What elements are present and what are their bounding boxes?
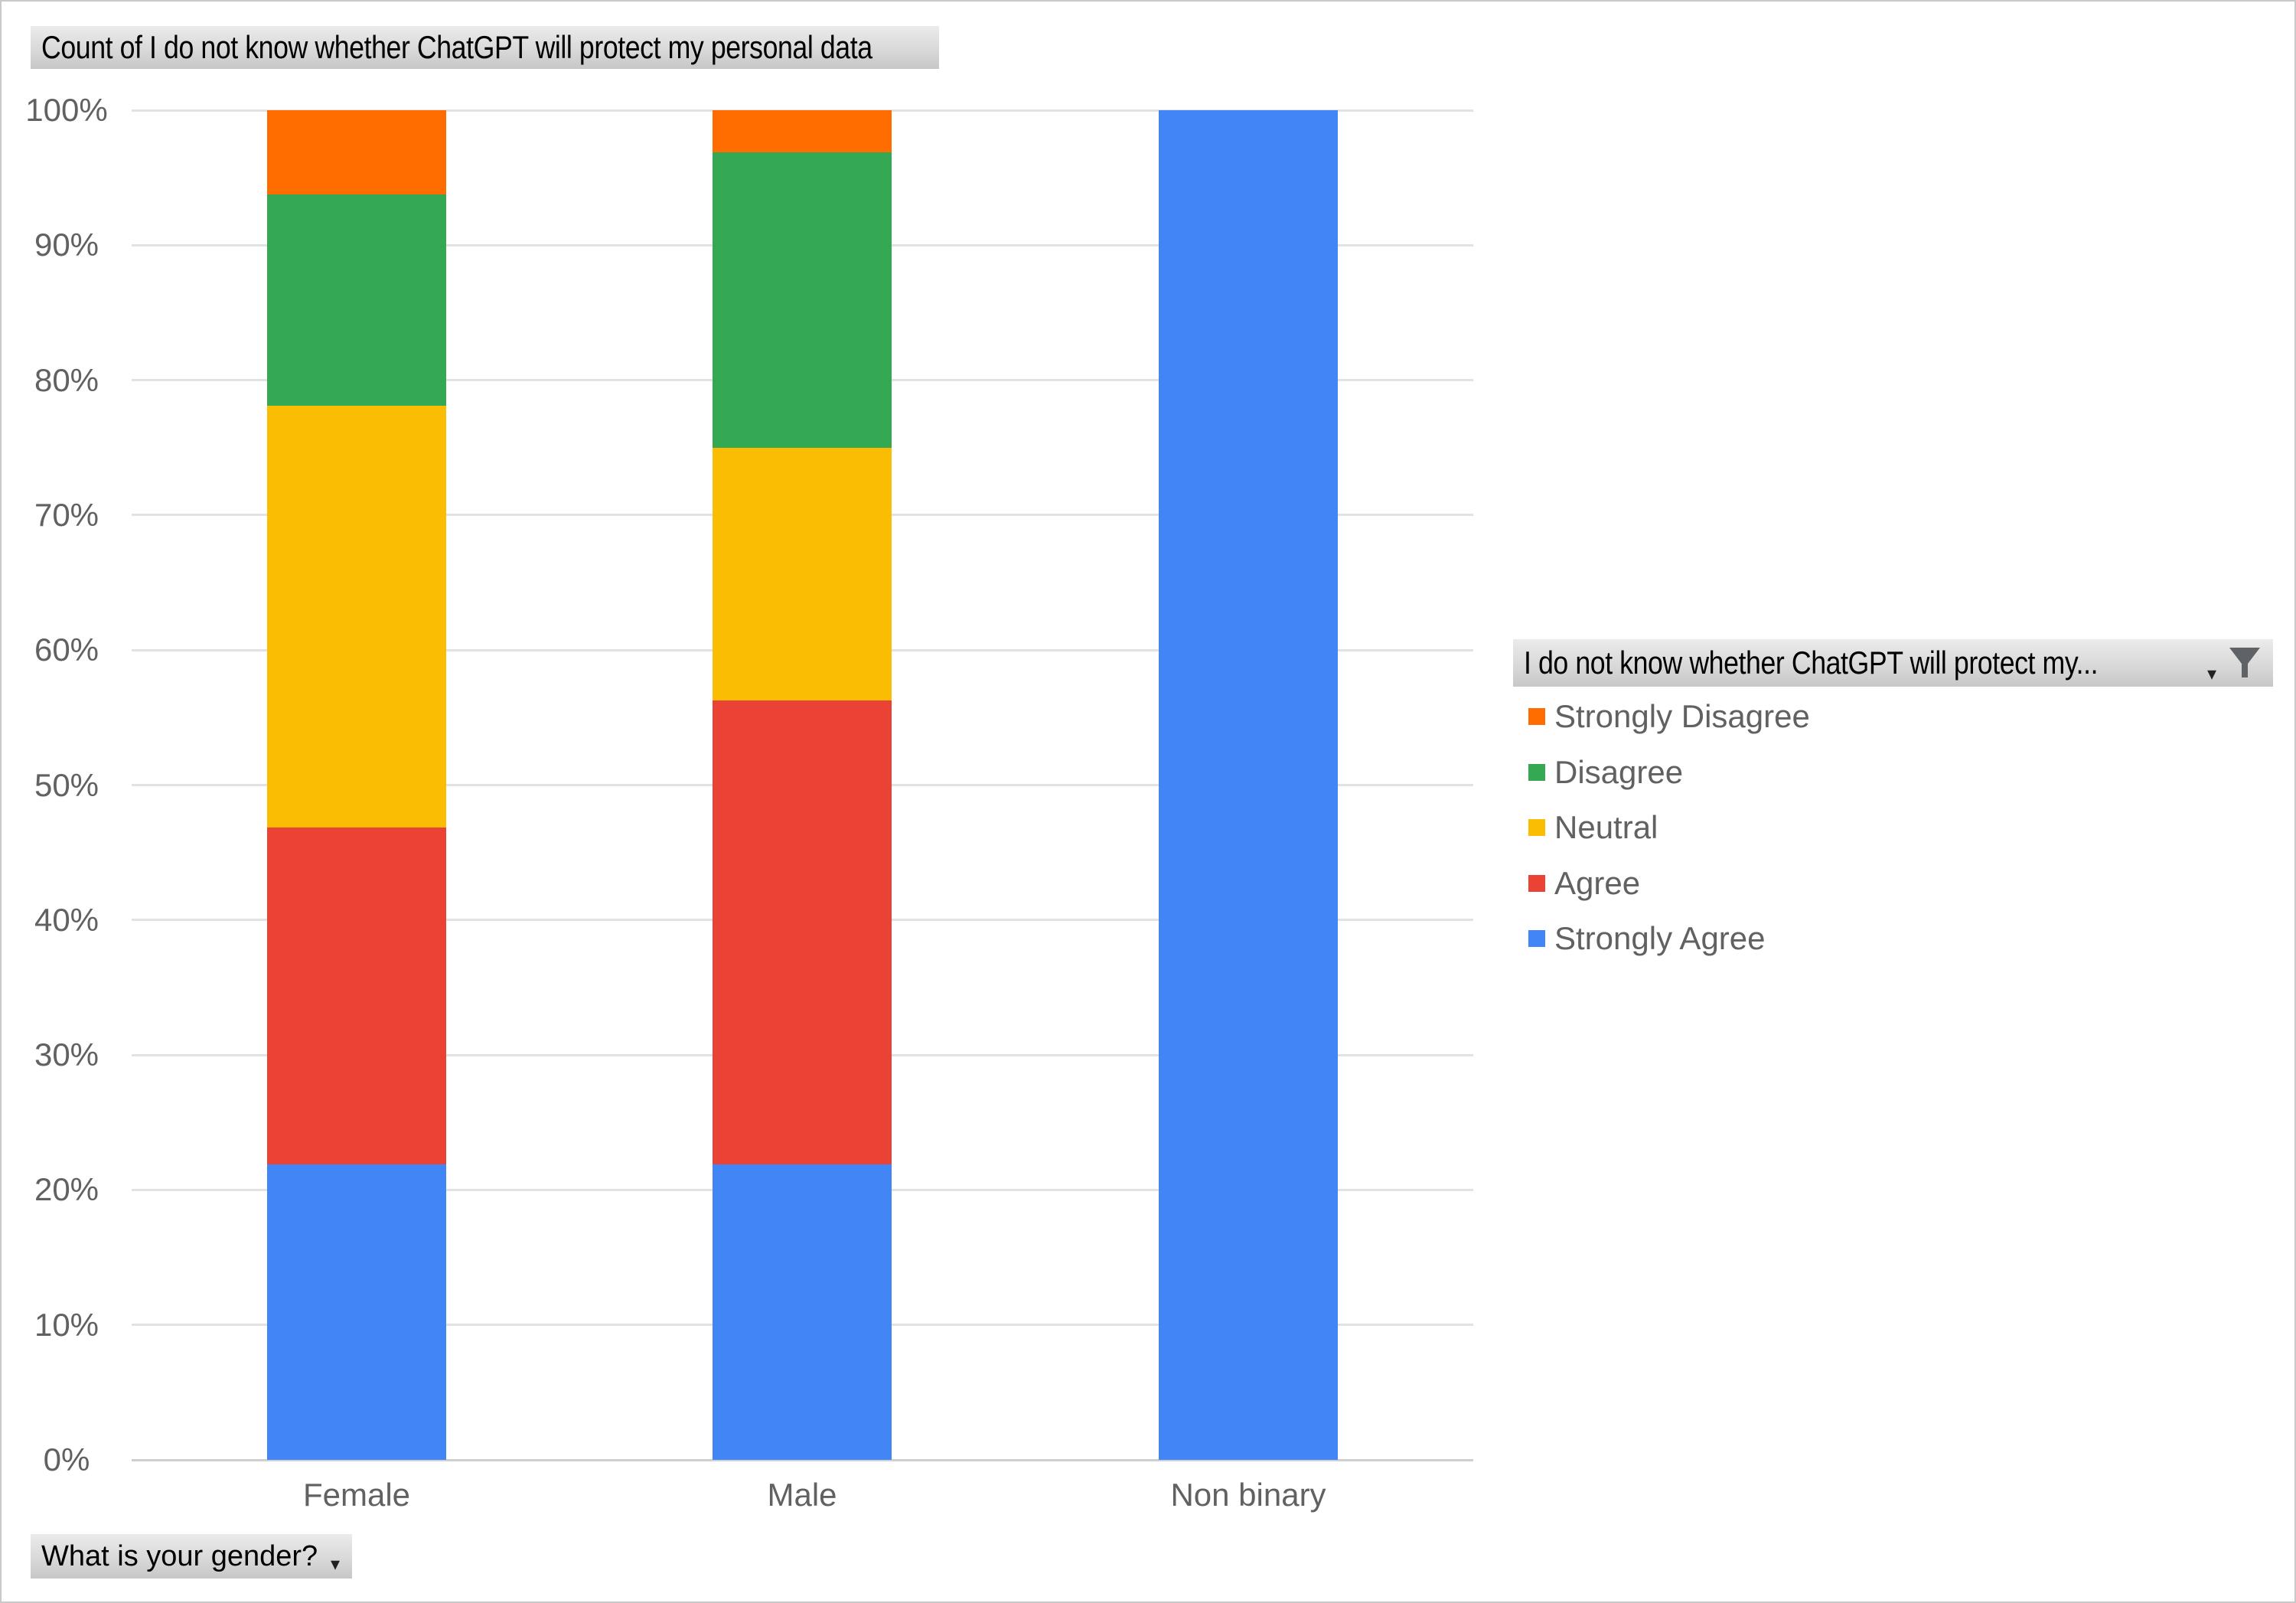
bar-segment-male-agree [713,700,892,1165]
bar-segment-female-disagree [267,194,446,406]
gender-filter-chip[interactable]: What is your gender? ▾ [31,1534,352,1579]
plot-area [132,109,1473,1461]
legend-filter-chip[interactable]: I do not know whether ChatGPT will prote… [1513,639,2273,687]
legend-label-disagree: Disagree [1554,753,1684,790]
legend-item-strongly-disagree: Strongly Disagree [1513,689,1810,745]
legend-filter-label: I do not know whether ChatGPT will prote… [1524,645,2099,681]
chart-title: Count of I do not know whether ChatGPT w… [41,29,872,65]
bar-segment-male-strongly-agree [713,1164,892,1460]
y-axis-tick-label: 70% [34,496,99,533]
y-axis-tick-label: 0% [43,1441,90,1477]
legend-swatch-agree [1528,874,1545,892]
y-axis-tick-label: 20% [34,1171,99,1208]
legend-item-disagree: Disagree [1513,745,1810,801]
bar-male [713,110,892,1460]
y-axis-tick-label: 60% [34,632,99,668]
y-axis-tick-label: 100% [25,92,108,128]
gridline-0 [132,1458,1473,1461]
legend-item-strongly-agree: Strongly Agree [1513,911,1810,967]
filter-funnel-icon[interactable] [2227,645,2262,681]
legend-label-strongly-agree: Strongly Agree [1554,920,1766,957]
y-axis-tick-label: 10% [34,1306,99,1343]
x-axis-label-non-binary: Non binary [1170,1477,1326,1513]
x-axis-label-male: Male [767,1477,837,1513]
chart-title-chip[interactable]: Count of I do not know whether ChatGPT w… [31,26,939,69]
y-axis-tick-label: 80% [34,361,99,398]
y-axis-tick-label: 50% [34,766,99,803]
legend-label-neutral: Neutral [1554,809,1658,846]
bar-segment-female-strongly-disagree [267,110,446,195]
bar-segment-female-strongly-agree [267,1164,446,1460]
bar-segment-female-neutral [267,405,446,828]
gender-filter-label: What is your gender? [41,1539,318,1572]
legend-swatch-strongly-disagree [1528,708,1545,726]
legend-label-agree: Agree [1554,864,1641,901]
y-axis-tick-label: 30% [34,1037,99,1073]
legend-label-strongly-disagree: Strongly Disagree [1554,698,1810,735]
legend-item-agree: Agree [1513,856,1810,912]
bar-segment-male-strongly-disagree [713,110,892,153]
y-axis-tick-label: 40% [34,901,99,938]
bar-segment-male-neutral [713,447,892,701]
legend-swatch-disagree [1528,763,1545,781]
bar-female [267,110,446,1460]
bar-segment-female-agree [267,827,446,1165]
chevron-down-icon: ▾ [330,1554,340,1575]
chevron-down-icon: ▾ [2206,664,2216,684]
legend: Strongly Disagree Disagree Neutral Agree Str… [1513,689,1810,967]
bar-segment-male-disagree [713,152,892,448]
legend-swatch-neutral [1528,819,1545,837]
y-axis-tick-label: 90% [34,227,99,263]
legend-item-neutral: Neutral [1513,800,1810,856]
legend-swatch-strongly-agree [1528,930,1545,948]
bar-non-binary [1159,110,1338,1460]
x-axis-label-female: Female [302,1477,411,1513]
bar-segment-non-binary-strongly-agree [1159,110,1338,1460]
